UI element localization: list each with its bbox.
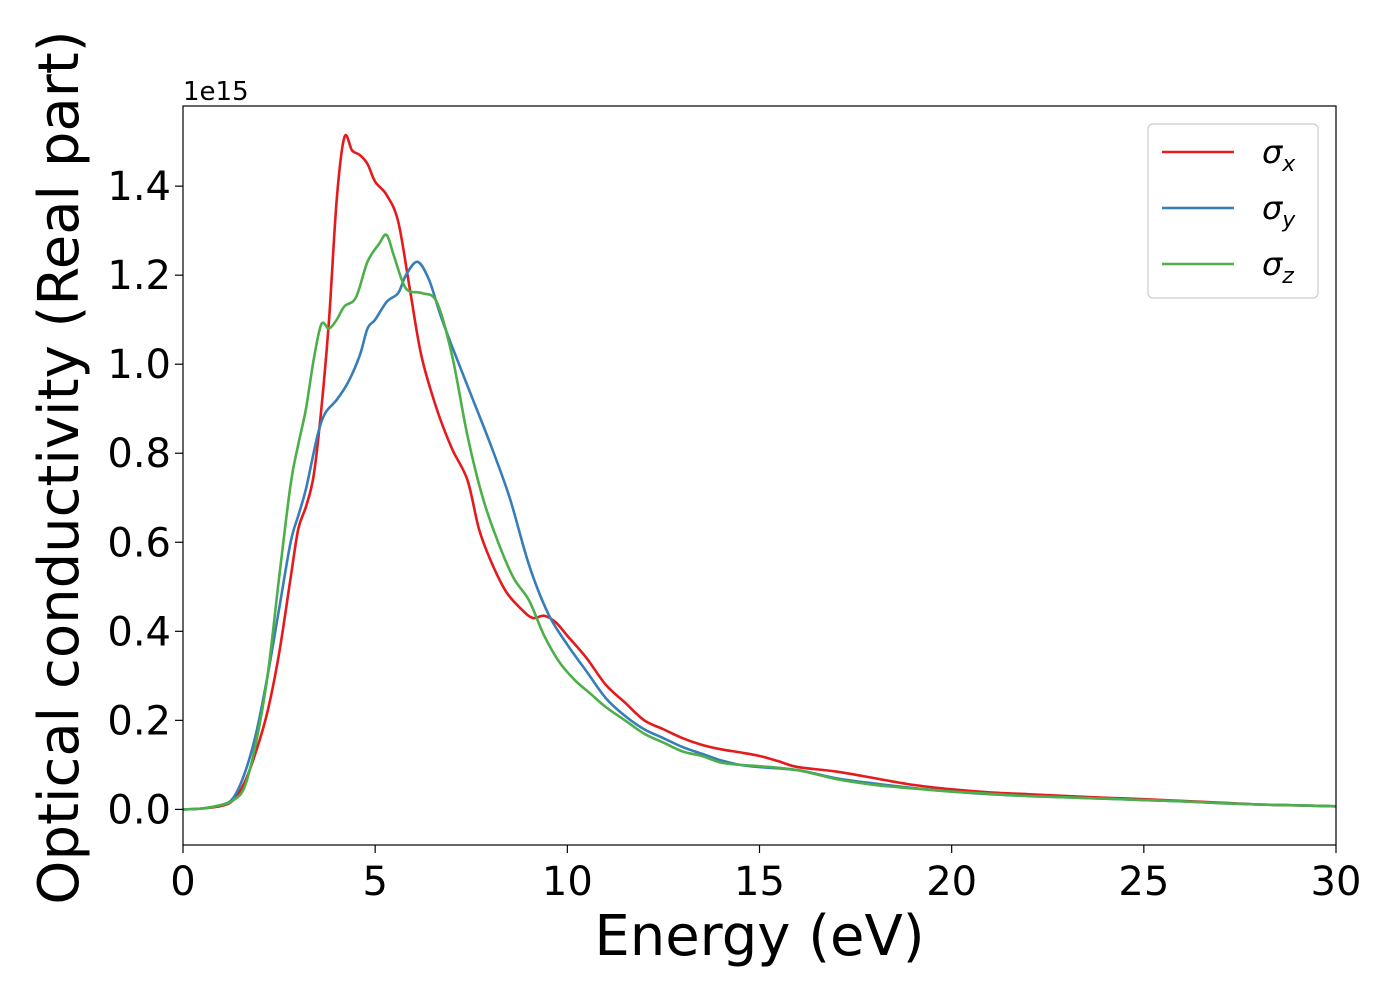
x-tick-label: 15 [734,859,785,905]
y-tick-label: 1.4 [107,164,171,210]
y-offset-label: 1e15 [183,77,249,107]
legend-label-y: σy [1262,189,1296,233]
series-line-x [183,133,1336,811]
y-tick-label: 1.2 [107,253,171,299]
y-tick-label: 0.4 [107,609,171,655]
x-tick-label: 20 [926,859,977,905]
series-line-z [183,233,1336,811]
y-axis-ticks: 0.0 0.2 0.4 0.6 0.8 1.0 1.2 1.4 [107,164,183,833]
y-tick-label: 0.6 [107,520,171,566]
legend: σx σy σz [1147,123,1319,299]
x-tick-label: 25 [1118,859,1169,905]
legend-box [1147,123,1319,299]
legend-label-x: σx [1262,133,1296,177]
y-tick-label: 0.8 [107,431,171,477]
y-tick-label: 0.2 [107,698,171,744]
legend-label-z: σz [1262,245,1294,289]
x-tick-label: 0 [170,859,195,905]
x-tick-label: 10 [542,859,593,905]
y-tick-label: 1.0 [107,342,171,388]
x-tick-label: 5 [362,859,387,905]
x-tick-label: 30 [1311,859,1362,905]
y-axis-label: Optical conductivity (Real part) [27,30,92,904]
x-axis-ticks: 0 5 10 15 20 25 30 [170,845,1361,905]
y-tick-label: 0.0 [107,787,171,833]
series-line-y [183,260,1336,811]
x-axis-label: Energy (eV) [594,904,924,969]
series-lines [183,133,1336,811]
